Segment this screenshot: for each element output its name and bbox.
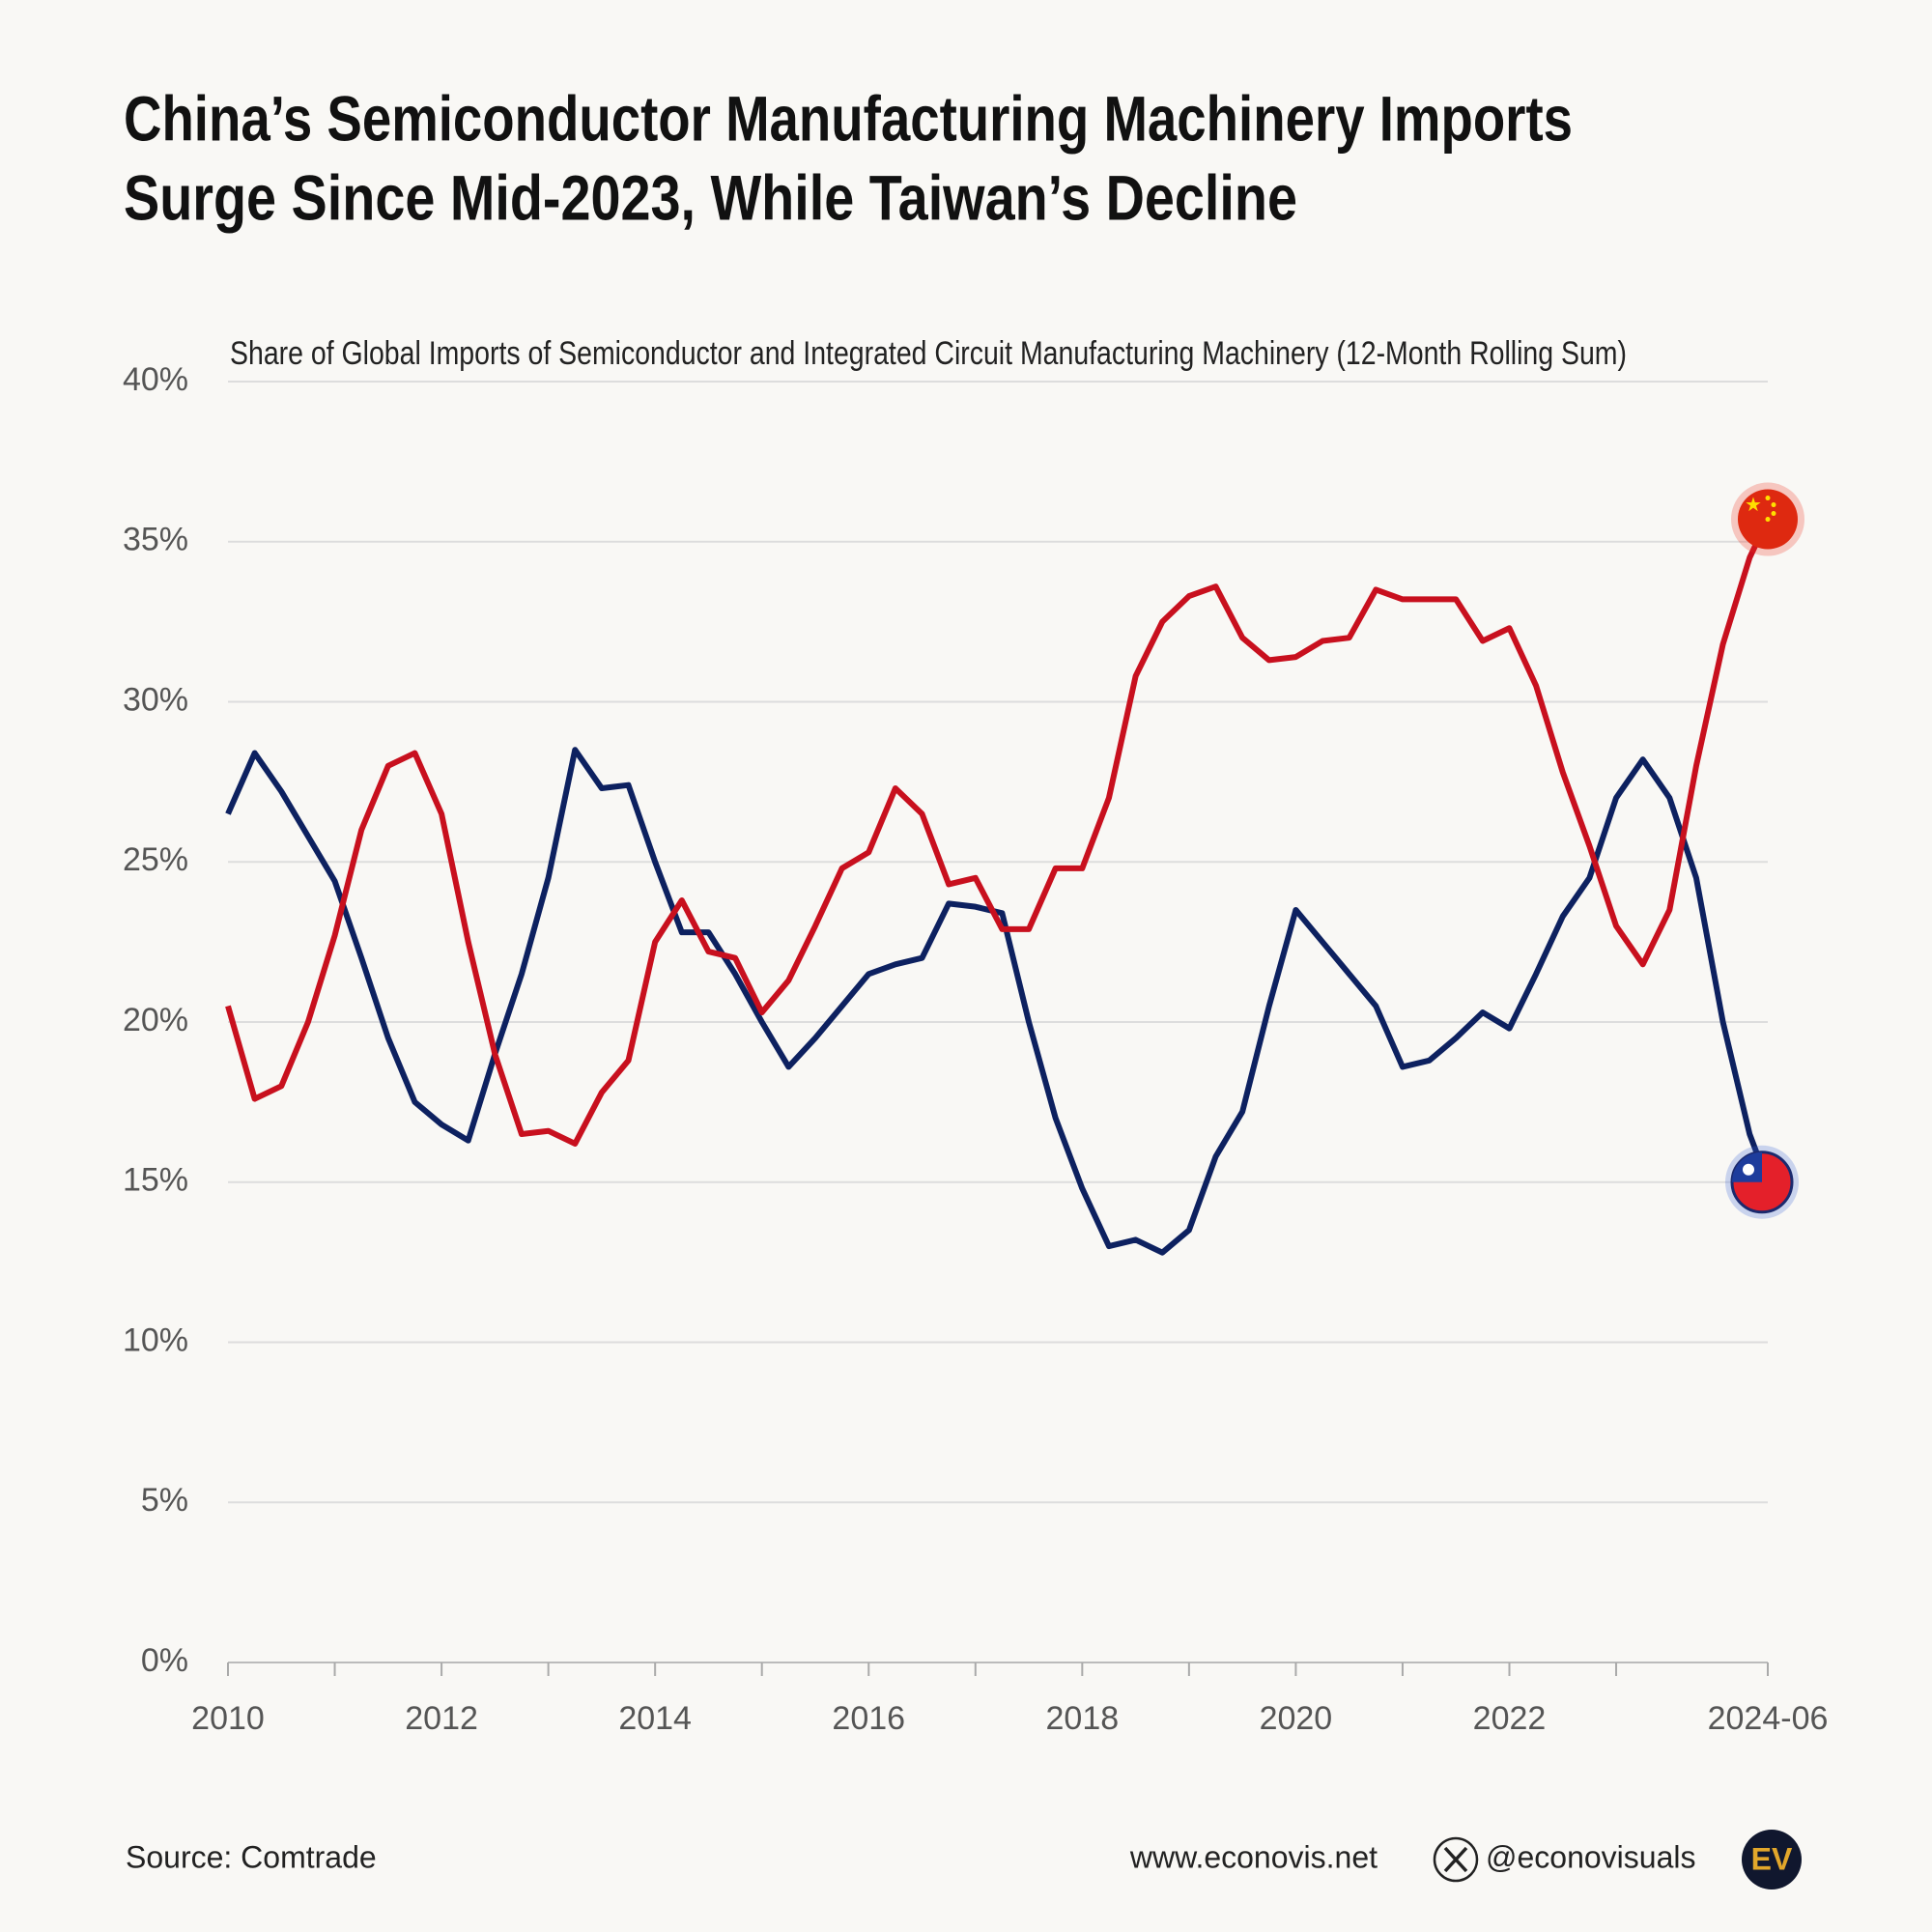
x-tick-label: 2018 (1046, 1700, 1120, 1737)
x-icon (1433, 1836, 1479, 1883)
chart-title: China’s Semiconductor Manufacturing Mach… (124, 82, 1573, 154)
flag-china-star (1765, 496, 1771, 501)
y-tick-label: 35% (123, 522, 188, 558)
x-tick-label: 2020 (1260, 1700, 1333, 1737)
y-tick-label: 10% (123, 1321, 188, 1358)
x-tick-label: 2012 (405, 1700, 478, 1737)
x-tick-label: 2010 (191, 1700, 265, 1737)
subtitle: Share of Global Imports of Semiconductor… (230, 335, 1627, 372)
logo (1742, 1830, 1802, 1889)
y-tick-label: 15% (123, 1162, 188, 1199)
flag-china-star (1765, 517, 1771, 523)
source: Source: Comtrade (126, 1839, 377, 1874)
y-tick-label: 20% (123, 1002, 188, 1038)
x-tick-label: 2024-06 (1708, 1700, 1829, 1737)
chart-title: Surge Since Mid-2023, While Taiwan’s Dec… (124, 161, 1297, 233)
y-tick-label: 30% (123, 681, 188, 718)
y-tick-label: 0% (141, 1642, 188, 1679)
x-tick-label: 2022 (1473, 1700, 1547, 1737)
website: www.econovis.net (1129, 1839, 1378, 1874)
y-tick-label: 40% (123, 361, 188, 398)
y-tick-label: 25% (123, 841, 188, 878)
series-line (225, 518, 1771, 1147)
logo-text: EV (1751, 1841, 1793, 1876)
y-tick-label: 5% (141, 1482, 188, 1519)
handle: @econovisuals (1486, 1839, 1695, 1874)
flag-taiwan-sun (1743, 1163, 1754, 1176)
x-icon (1443, 1846, 1468, 1873)
x-tick-label: 2014 (618, 1700, 692, 1737)
x-tick-label: 2016 (832, 1700, 905, 1737)
flag-china-star (1771, 511, 1776, 517)
flag-china-star (1771, 502, 1776, 508)
flag-china-star: ★ (1745, 495, 1762, 516)
series-line (225, 747, 1771, 1256)
